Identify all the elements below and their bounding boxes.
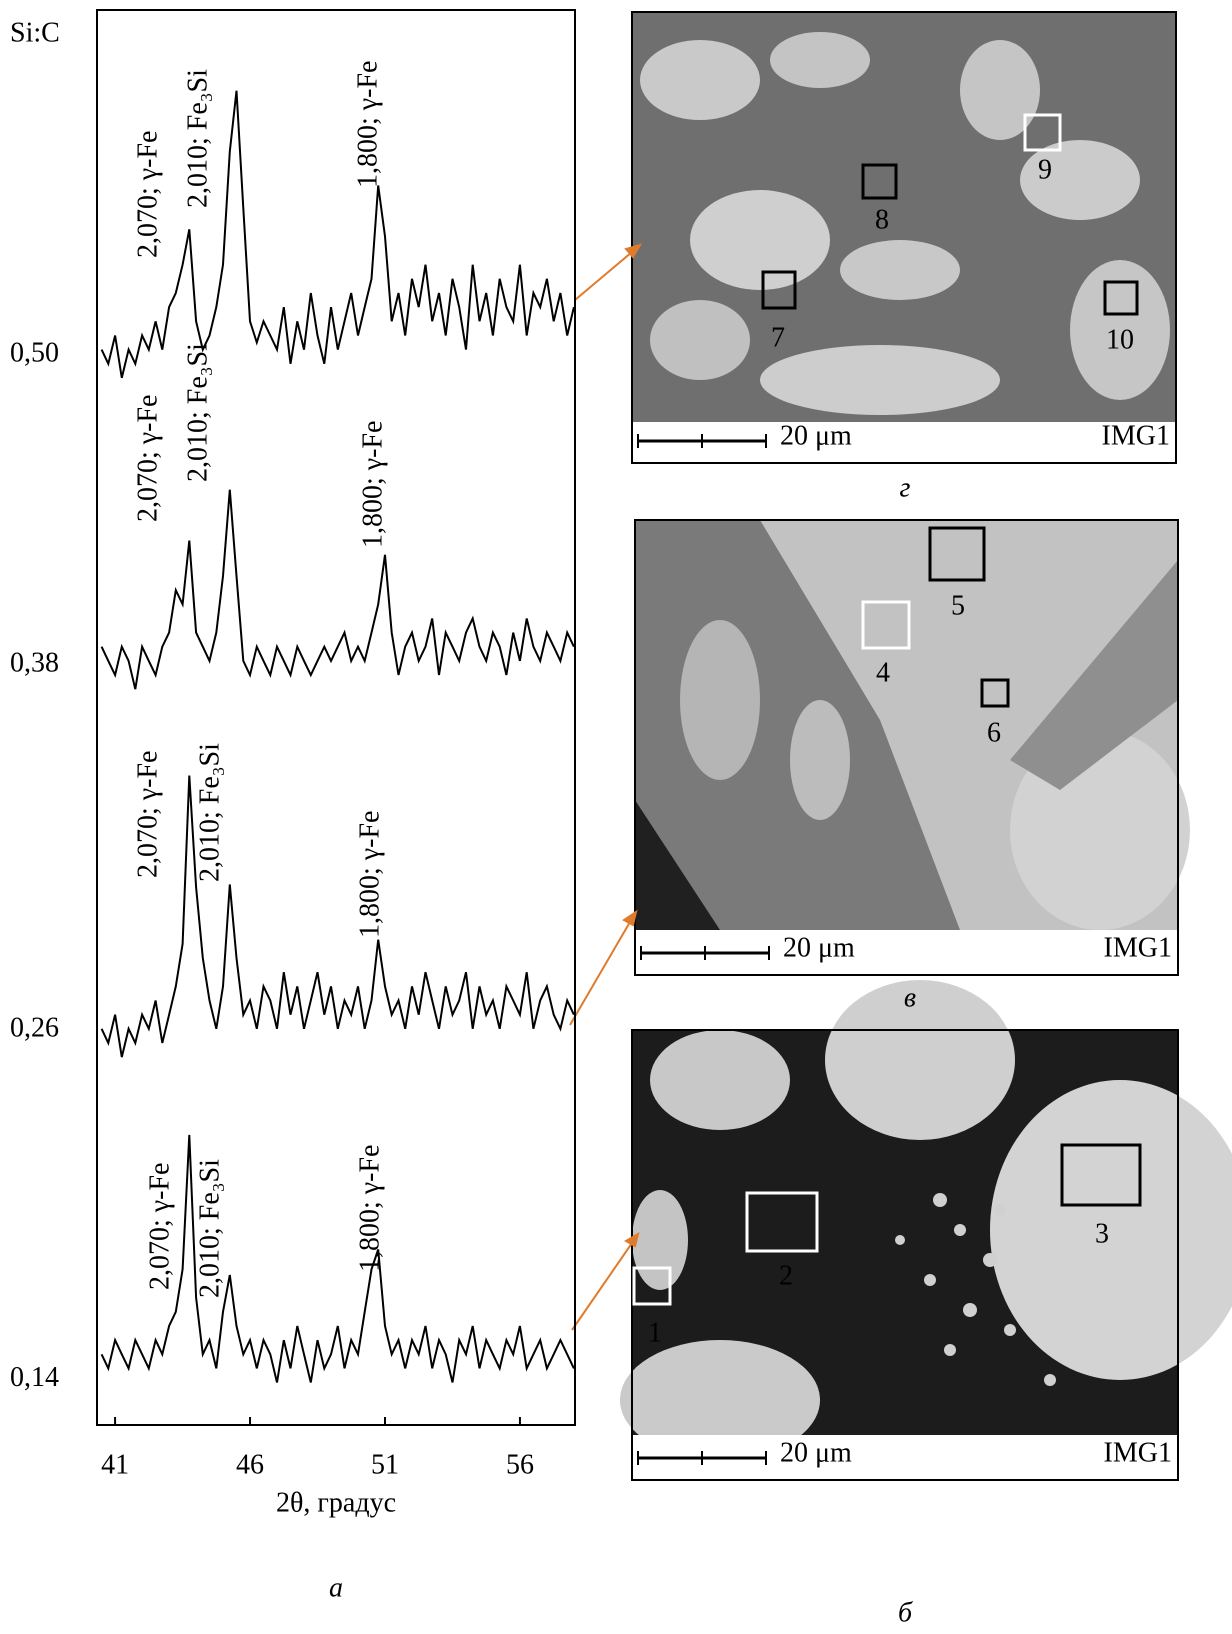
region-label: 4 [876, 657, 890, 688]
region-label: 2 [779, 1260, 793, 1291]
scale-label: 20 μm [780, 1437, 852, 1468]
scale-label: 20 μm [780, 420, 852, 451]
x-tick-label: 41 [101, 1449, 129, 1480]
micrograph-image [620, 980, 1232, 1460]
peak-label: 1,800; γ-Fe [354, 811, 385, 938]
peak-label: 1,800; γ-Fe [352, 61, 383, 188]
y-tick-label: 0,50 [10, 338, 59, 369]
region-label: 1 [648, 1317, 662, 1348]
x-tick-label: 56 [506, 1449, 534, 1480]
x-axis-title: 2θ, градус [276, 1487, 396, 1518]
arrow [570, 245, 640, 1330]
image-label: IMG1 [1102, 420, 1170, 451]
x-tick-label: 46 [236, 1449, 264, 1480]
panel-label: а [329, 1572, 343, 1603]
x-tick-label: 51 [371, 1449, 399, 1480]
region-label: 9 [1038, 154, 1052, 185]
region-label: 5 [951, 590, 965, 621]
peak-label: 2,070; γ-Fe [132, 131, 163, 258]
peak-label: 2,010; Fe₃Si [182, 69, 213, 208]
region-label: 3 [1095, 1218, 1109, 1249]
y-tick-label: 0,38 [10, 648, 59, 679]
xrd-line [102, 91, 574, 378]
panel-label: в [904, 982, 916, 1013]
y-axis-title: Si:C [10, 17, 60, 48]
peak-label: 1,800; γ-Fe [354, 1145, 385, 1272]
panel-label: г [900, 472, 911, 503]
peak-label: 2,010; Fe₃Si [182, 343, 213, 482]
peak-label: 2,010; Fe₃Si [194, 1159, 225, 1298]
panel-label: б [898, 1597, 913, 1628]
peak-label: 2,070; γ-Fe [132, 395, 163, 522]
region-label: 8 [875, 204, 889, 235]
xrd-line [102, 776, 574, 1058]
micrograph-image [635, 520, 1190, 930]
peak-label: 2,010; Fe₃Si [194, 743, 225, 882]
micrograph-image [632, 12, 1176, 422]
figure: Si:C 2θ, градус а 414651560,500,380,260,… [0, 0, 1232, 1634]
scale-label: 20 μm [783, 932, 855, 963]
image-label: IMG1 [1104, 1437, 1172, 1468]
peak-label: 2,070; γ-Fe [144, 1163, 175, 1290]
image-label: IMG1 [1104, 932, 1172, 963]
y-tick-label: 0,14 [10, 1362, 59, 1393]
region-label: 6 [987, 717, 1001, 748]
y-tick-label: 0,26 [10, 1013, 59, 1044]
region-label: 7 [771, 322, 785, 353]
peak-label: 2,070; γ-Fe [132, 751, 163, 878]
peak-label: 1,800; γ-Fe [357, 421, 388, 548]
xrd-line [102, 490, 574, 690]
region-label: 10 [1106, 324, 1134, 355]
